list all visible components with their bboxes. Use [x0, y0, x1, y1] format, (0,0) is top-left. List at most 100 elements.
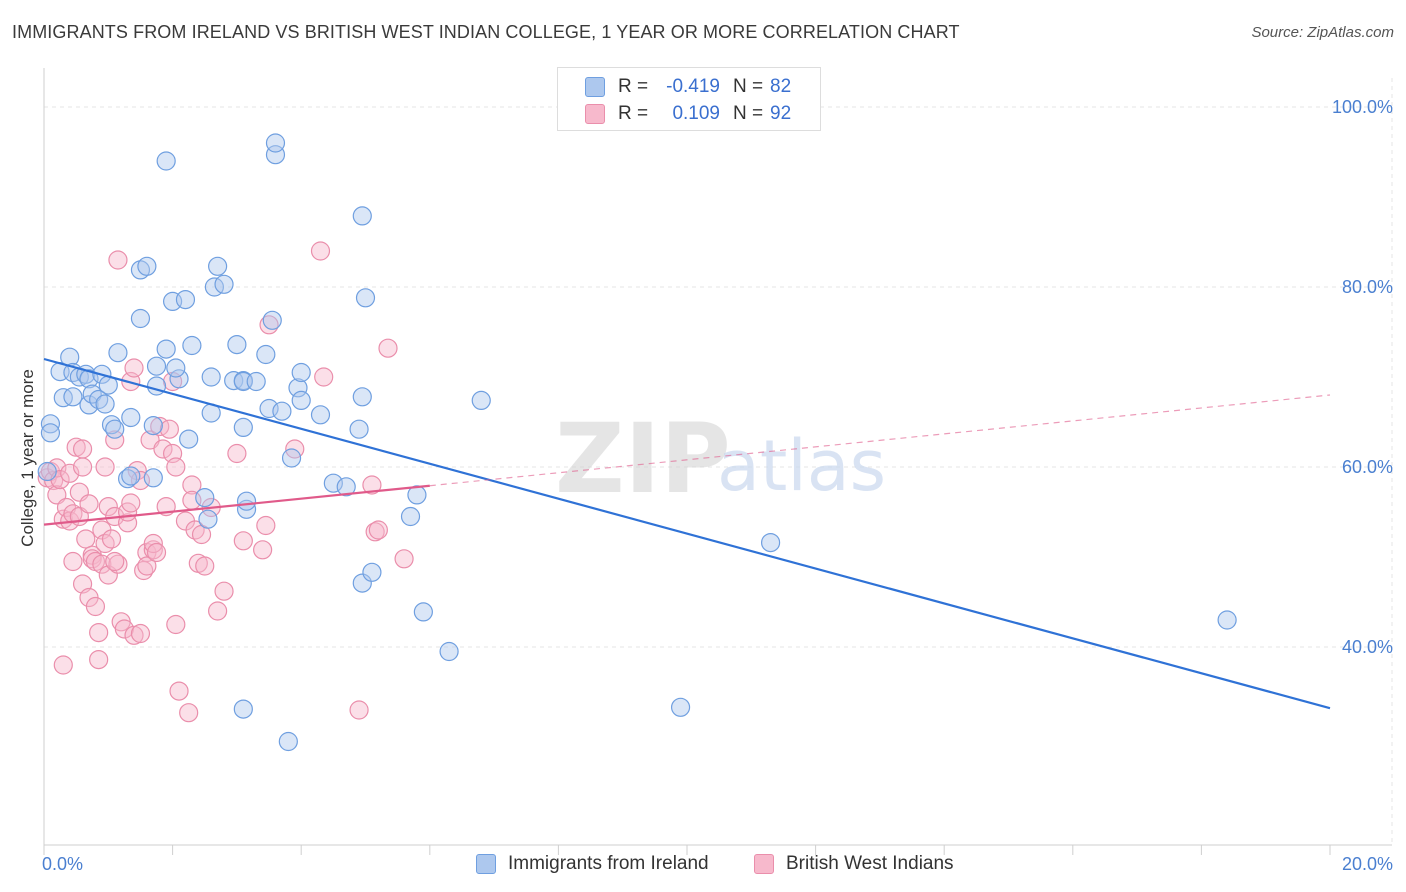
data-point: [195, 556, 215, 576]
data-point: [272, 401, 292, 421]
data-point: [233, 531, 253, 551]
data-point: [760, 532, 781, 553]
data-point: [352, 387, 372, 407]
legend-r-label: R =: [618, 76, 649, 97]
data-point: [146, 356, 167, 376]
legend-swatch-pink: [585, 104, 605, 124]
y-tick-label: 100.0%: [1332, 97, 1393, 117]
data-point: [124, 625, 144, 645]
data-point: [407, 485, 427, 505]
data-point: [108, 554, 128, 574]
data-point: [413, 602, 433, 622]
data-point: [182, 475, 202, 495]
data-point: [124, 358, 144, 378]
data-point: [79, 494, 99, 514]
data-point: [153, 439, 173, 459]
data-point: [66, 437, 86, 457]
data-point: [121, 407, 141, 428]
data-point: [117, 513, 138, 533]
data-point: [169, 681, 189, 701]
data-point: [130, 623, 151, 644]
data-point: [352, 206, 372, 226]
data-point: [130, 308, 151, 329]
data-point: [362, 562, 382, 582]
data-point: [208, 601, 228, 621]
data-point: [439, 641, 459, 662]
series-immigrants-from-ireland: [37, 133, 1237, 752]
data-point: [352, 573, 372, 593]
y-tick-label: 40.0%: [1342, 637, 1393, 657]
data-point: [214, 274, 234, 294]
data-point: [246, 371, 266, 392]
data-point: [101, 529, 122, 549]
data-point: [166, 614, 186, 635]
data-point: [53, 655, 73, 675]
legend-item-bwi: British West Indians: [754, 852, 954, 876]
data-point: [175, 290, 196, 310]
legend-swatch-pink: [754, 854, 774, 874]
trend-line-bwi-extrapolated: [429, 394, 1331, 487]
data-point: [143, 540, 163, 560]
data-point: [114, 619, 134, 639]
data-point: [400, 506, 421, 527]
data-point: [233, 699, 253, 719]
data-point: [137, 256, 157, 276]
series-british-west-indians: [37, 241, 414, 723]
gridlines: [44, 78, 1393, 845]
data-point: [310, 241, 331, 261]
tick-labels: 40.0% 60.0% 80.0% 100.0% 0.0% 20.0%: [42, 97, 1393, 874]
data-point: [224, 371, 244, 391]
legend-r-value: 0.109: [672, 103, 720, 124]
legend-item-ireland: Immigrants from Ireland: [476, 852, 709, 876]
legend-row-ireland: R = -0.419 N = 82: [558, 74, 820, 100]
legend-series-name: Immigrants from Ireland: [508, 853, 709, 874]
data-point: [179, 429, 199, 449]
legend-n-label: N =: [733, 76, 764, 97]
correlation-legend: R = -0.419 N = 82 R = 0.109 N = 92: [557, 67, 821, 131]
legend-swatch-blue: [585, 77, 605, 97]
data-point: [53, 388, 73, 408]
trend-line-bwi: [43, 484, 430, 526]
data-point: [378, 338, 398, 358]
data-point: [156, 151, 176, 171]
watermark-atlas: atlas: [717, 425, 886, 507]
data-point: [130, 260, 151, 280]
watermark-zip: ZIP: [555, 403, 731, 515]
data-point: [121, 493, 141, 513]
data-point: [89, 649, 109, 670]
data-point: [156, 339, 176, 359]
data-point: [37, 461, 57, 482]
data-point: [288, 378, 308, 398]
data-point: [262, 310, 282, 330]
data-point: [108, 250, 128, 270]
chart-title: IMMIGRANTS FROM IRELAND VS BRITISH WEST …: [12, 22, 960, 42]
x-tick-label: 20.0%: [1342, 854, 1393, 874]
data-point: [253, 540, 273, 560]
legend-r-label: R =: [618, 103, 649, 124]
data-point: [76, 529, 96, 549]
data-point: [208, 256, 228, 276]
data-point: [314, 367, 334, 387]
data-point: [227, 443, 247, 464]
data-point: [166, 358, 186, 378]
data-point: [362, 475, 382, 495]
data-point: [1217, 610, 1237, 630]
data-point: [95, 394, 115, 414]
data-point: [236, 491, 257, 511]
data-point: [98, 497, 118, 517]
data-point: [233, 417, 253, 437]
legend-row-bwi: R = 0.109 N = 92: [558, 101, 820, 127]
data-point: [336, 477, 356, 497]
data-point: [72, 457, 93, 477]
data-point: [105, 551, 125, 572]
data-point: [63, 551, 83, 572]
data-point: [85, 596, 106, 617]
data-point: [291, 362, 311, 383]
data-point: [143, 416, 163, 436]
data-point: [63, 387, 83, 407]
data-point: [79, 395, 99, 415]
watermark: ZIP atlas: [555, 403, 886, 515]
legend-n-label: N =: [733, 103, 764, 124]
legend-series-name: British West Indians: [786, 853, 954, 874]
